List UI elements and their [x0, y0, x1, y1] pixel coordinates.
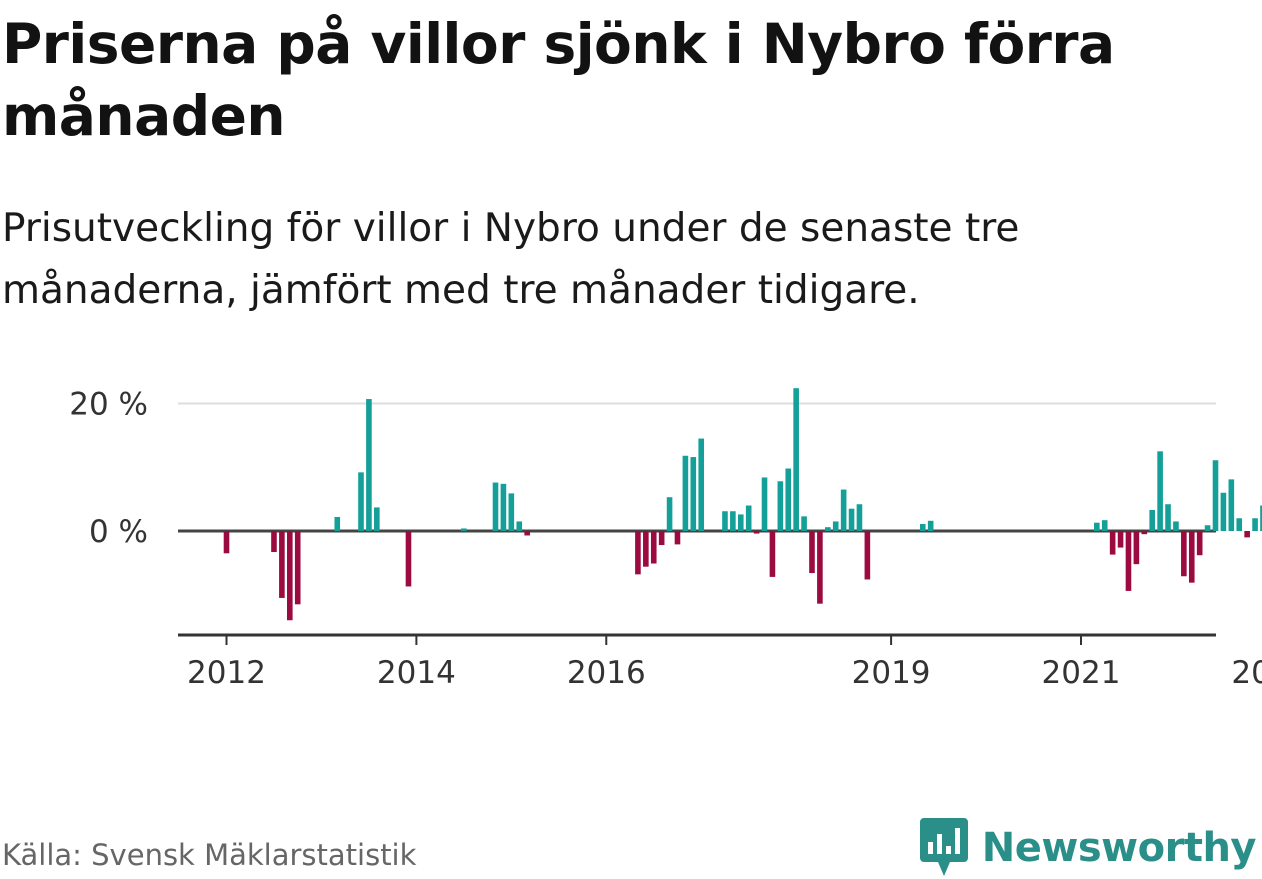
- bar: [817, 531, 823, 604]
- bar: [1101, 520, 1108, 531]
- bar: [1149, 509, 1155, 531]
- bar: [516, 521, 523, 531]
- bar: [635, 531, 641, 575]
- brand-name: Newsworthy: [981, 825, 1257, 871]
- bar: [793, 388, 799, 531]
- chart-title: Priserna på villor sjönk i Nybro förra m…: [2, 12, 1115, 148]
- bar: [666, 497, 673, 531]
- x-tick-label: 2023: [1231, 655, 1262, 691]
- bar: [785, 468, 792, 532]
- bar: [698, 438, 705, 531]
- bar: [769, 531, 776, 577]
- bar: [1244, 531, 1250, 538]
- brand-logo: Newsworthy: [919, 818, 1257, 878]
- x-tick-label: 2012: [187, 655, 266, 691]
- bar: [1109, 531, 1116, 555]
- bar: [864, 531, 871, 580]
- bar: [745, 505, 752, 531]
- bar: [643, 531, 649, 567]
- bar: [492, 482, 499, 531]
- bar: [650, 531, 657, 564]
- source-note: Källa: Svensk Mäklarstatistik: [2, 838, 417, 872]
- x-tick-label: 2019: [852, 655, 931, 691]
- y-tick-label: 20 %: [69, 387, 148, 423]
- x-tick-label: 2021: [1042, 655, 1121, 691]
- bar: [334, 516, 341, 531]
- bar: [1260, 505, 1262, 531]
- bar: [777, 481, 784, 532]
- bar: [1173, 521, 1179, 531]
- bar-chart: 20 %0 %201220142016201920212023−1 %: [69, 387, 1262, 691]
- bar: [1204, 525, 1211, 531]
- bar: [722, 511, 728, 531]
- bar: [825, 527, 831, 531]
- bar: [1236, 518, 1243, 531]
- bar: [358, 472, 364, 531]
- bar: [1125, 531, 1132, 591]
- bar: [690, 457, 697, 531]
- newsworthy-logo-icon: [919, 818, 968, 876]
- bar: [730, 511, 736, 531]
- x-tick-label: 2014: [377, 655, 456, 691]
- bar: [1133, 531, 1140, 565]
- bar: [674, 531, 681, 545]
- bar: [1196, 531, 1203, 556]
- x-tick-label: 2016: [567, 655, 646, 691]
- bar: [801, 516, 807, 531]
- bar: [832, 521, 839, 531]
- bar: [919, 523, 926, 531]
- bar: [1157, 451, 1163, 531]
- bar: [1165, 504, 1171, 531]
- bar: [1117, 531, 1124, 548]
- bar: [271, 531, 277, 553]
- bar: [1094, 522, 1100, 531]
- bar: [1181, 531, 1187, 577]
- bar: [753, 531, 760, 534]
- bar: [500, 483, 507, 531]
- bar: [809, 531, 815, 574]
- chart-subtitle: Prisutveckling för villor i Nybro under …: [2, 206, 1020, 313]
- bar: [1188, 531, 1195, 583]
- bar: [1220, 492, 1227, 531]
- bar: [682, 455, 689, 531]
- bar: [761, 477, 768, 531]
- bar: [1228, 479, 1235, 531]
- bar: [508, 493, 515, 531]
- y-tick-label: 0 %: [89, 514, 148, 550]
- bar: [1252, 518, 1258, 531]
- bar: [1141, 531, 1148, 535]
- bar: [737, 514, 744, 531]
- bar: [294, 531, 301, 605]
- bar: [658, 531, 665, 546]
- bar: [374, 507, 380, 531]
- bar: [461, 528, 467, 531]
- bar: [405, 531, 412, 587]
- bar: [1212, 460, 1219, 531]
- bar: [279, 531, 285, 598]
- bar: [927, 520, 934, 531]
- bar: [848, 508, 855, 531]
- bar: [840, 489, 847, 531]
- bar: [366, 399, 372, 531]
- bar: [524, 531, 530, 536]
- bar: [287, 531, 293, 621]
- bar: [223, 531, 230, 554]
- bar: [856, 504, 863, 531]
